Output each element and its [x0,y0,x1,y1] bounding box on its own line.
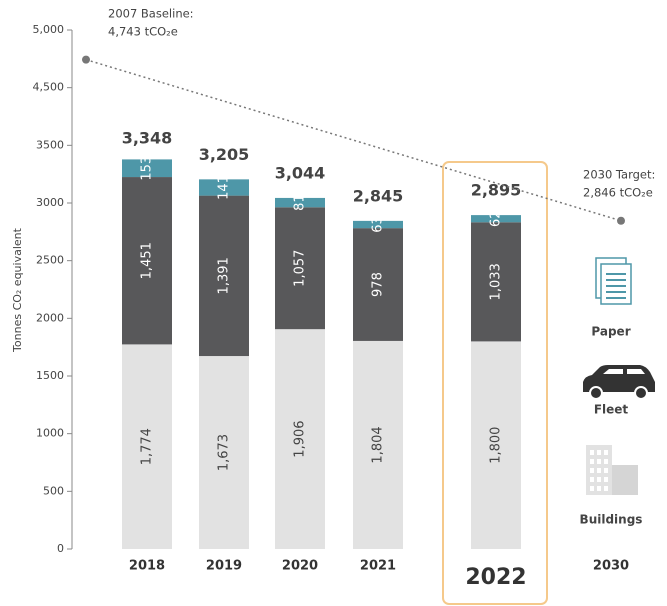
legend-label: Buildings [580,513,643,527]
icon [612,465,638,495]
target-value: 2,846 tCO₂e [583,186,653,200]
total-label: 3,205 [199,145,250,164]
bar-segment [353,220,403,229]
bar-segment [199,179,249,196]
x-tick-label: 2022 [465,565,526,590]
segment-label: 1,774 [140,428,155,465]
bar-segment [275,329,325,549]
total-label: 2,845 [353,186,404,205]
x-tick-label: 2019 [206,559,242,574]
bar-segment [471,341,521,549]
segment-label: 1,800 [489,427,504,464]
bar-segment [353,228,403,341]
icon [589,386,603,400]
icon [597,450,601,455]
x-tick-label: 2020 [282,559,318,574]
x-tick-label: 2021 [360,559,396,574]
legend-label: Fleet [594,403,629,417]
icon [597,477,601,482]
y-tick-label: 1000 [36,427,64,440]
icon [604,486,608,491]
segment-label: 62 [489,210,504,227]
legend-label: Paper [591,325,630,339]
highlight-box [442,161,548,605]
total-label: 3,044 [275,163,326,182]
y-tick-label: 0 [57,542,64,555]
segment-label: 1,451 [140,242,155,279]
bar-segment [471,215,521,223]
icon [604,468,608,473]
segment-label: 1,057 [293,250,308,287]
icon [597,468,601,473]
baseline-label: 2007 Baseline: [108,7,194,21]
icon [597,486,601,491]
baseline-point [82,55,90,64]
icon [603,369,645,374]
segment-label: 153 [140,156,155,181]
y-tick-label: 3500 [36,138,64,151]
segment-label: 63 [371,216,386,233]
y-tick-label: 3000 [36,196,64,209]
icon [634,386,648,400]
x-tick-label: 2030 [593,559,629,574]
segment-label: 1,391 [217,257,232,294]
legend-item: Fleet [583,365,655,417]
segment-label: 1,033 [489,263,504,300]
total-label: 3,348 [122,128,173,147]
bar-segment [471,222,521,342]
y-tick-label: 4,500 [33,81,65,94]
y-tick-label: 2500 [36,254,64,267]
y-axis-label: Tonnes CO₂ equivalent [11,227,24,353]
icon [590,486,594,491]
bar-segment [122,159,172,178]
icon [604,459,608,464]
bar-segment [199,356,249,549]
bar-segment [275,197,325,208]
target-point [617,216,625,225]
segment-label: 1,673 [217,434,232,471]
x-tick-label: 2018 [129,559,165,574]
baseline-value: 4,743 tCO₂e [108,25,178,39]
y-tick-label: 500 [43,484,64,497]
segment-label: 978 [371,272,386,297]
icon [590,477,594,482]
icon [604,477,608,482]
trend-line [85,58,622,222]
y-tick-label: 5,000 [33,23,65,36]
legend-item: Buildings [580,445,643,527]
segment-label: 1,906 [293,420,308,457]
icon [604,450,608,455]
bar-segment [275,207,325,330]
bar-segment [122,177,172,345]
bar-segment [199,195,249,357]
total-label: 2,895 [471,181,522,200]
icon [590,450,594,455]
target-label: 2030 Target: [583,168,655,182]
segment-label: 81 [293,194,308,211]
legend-item: Paper [591,257,632,339]
segment-label: 141 [217,175,232,200]
icon [590,468,594,473]
bar-segment [353,340,403,549]
icon [590,459,594,464]
icon [597,459,601,464]
y-tick-label: 2000 [36,311,64,324]
bar-segment [122,344,172,549]
segment-label: 1,804 [371,426,386,463]
y-tick-label: 1500 [36,369,64,382]
